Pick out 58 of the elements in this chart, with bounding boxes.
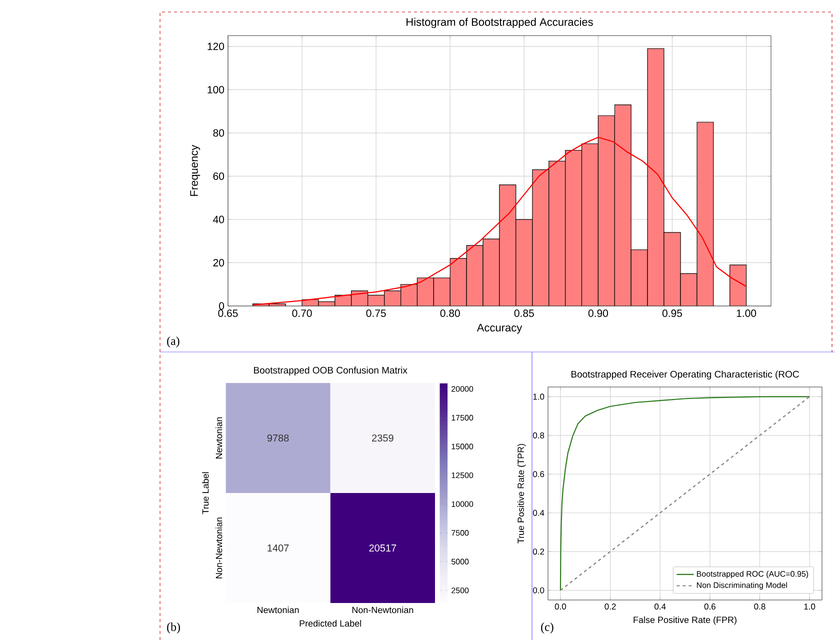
y-tick-label: 0.8 — [532, 432, 544, 438]
y-tick-label: 80 — [213, 129, 224, 137]
y-tick-label: 0.4 — [532, 510, 544, 516]
y-tick-label: 0.2 — [532, 548, 544, 555]
y-tick-label: 20 — [213, 259, 224, 266]
x-tick-label: 0.0 — [554, 604, 566, 610]
x-tick-label: 0.70 — [292, 310, 312, 317]
x-tick-label: 0.6 — [704, 604, 716, 610]
y-tick-label: 0 — [219, 302, 224, 310]
y-axis-title: Frequency — [190, 144, 200, 196]
y-tick-label: Newtonian — [216, 417, 222, 459]
y-tick-label: 120 — [208, 42, 224, 50]
x-tick-label: 0.95 — [662, 310, 682, 317]
x-axis-title: Accuracy — [476, 324, 522, 334]
x-axis-title: False Positive Rate (FPR) — [634, 616, 736, 625]
color-bar-label: 5000 — [451, 558, 469, 564]
text: (b) — [167, 622, 180, 634]
line-series — [252, 136, 747, 306]
x-tick-label: 0.75 — [366, 310, 386, 317]
color-bar-label: 15000 — [452, 444, 474, 450]
text: (c) — [541, 622, 554, 634]
y-tick-label: 1.0 — [533, 394, 544, 400]
y-tick-label: 0.0 — [532, 587, 544, 594]
data-label: 1407 — [268, 544, 289, 552]
x-tick-label: 1.00 — [736, 310, 756, 317]
x-axis-title: Predicted Label — [300, 620, 362, 627]
legend-label: Non Discriminating Model — [696, 582, 787, 590]
data-label: 9788 — [267, 434, 289, 442]
x-tick-label: Newtonian — [258, 606, 299, 614]
chart-title: Histogram of Bootstrapped Accuracies — [406, 18, 593, 28]
chart-title: Bootstrapped OOB Confusion Matrix — [254, 366, 408, 376]
x-tick-label: 0.2 — [604, 604, 616, 610]
x-tick-label: Non-Newtonian — [352, 606, 414, 614]
line-series — [560, 396, 810, 591]
x-tick-label: 0.8 — [754, 604, 766, 610]
text: (a) — [167, 336, 180, 348]
x-tick-label: 0.90 — [588, 310, 608, 317]
x-tick-label: 0.80 — [440, 310, 460, 317]
color-bar-label: 2500 — [452, 588, 469, 594]
x-tick-label: 0.85 — [514, 310, 534, 317]
y-tick-label: 100 — [208, 86, 224, 94]
color-bar-label: 7500 — [452, 530, 469, 536]
x-tick-label: 1.0 — [804, 604, 816, 610]
chart-title: Bootstrapped Receiver Operating Characteristic (ROC — [571, 370, 799, 380]
y-axis-title: True Label — [202, 472, 209, 514]
legend-label: Bootstrapped ROC (AUC=0.95) — [696, 570, 808, 578]
x-tick-label: 0.65 — [218, 310, 238, 317]
data-label: 20517 — [369, 544, 396, 552]
color-bar-label: 12500 — [452, 472, 474, 478]
color-bar-label: 10000 — [452, 501, 474, 507]
y-axis-title: True Positive Rate (TPR) — [517, 444, 526, 544]
y-tick-label: 60 — [213, 172, 224, 180]
y-tick-label: 40 — [213, 216, 224, 224]
y-tick-label: 0.6 — [532, 471, 544, 478]
color-bar-label: 20000 — [452, 386, 474, 392]
data-label: 2359 — [372, 434, 394, 442]
x-tick-label: 0.4 — [654, 604, 666, 610]
color-bar-label: 17500 — [452, 414, 474, 421]
